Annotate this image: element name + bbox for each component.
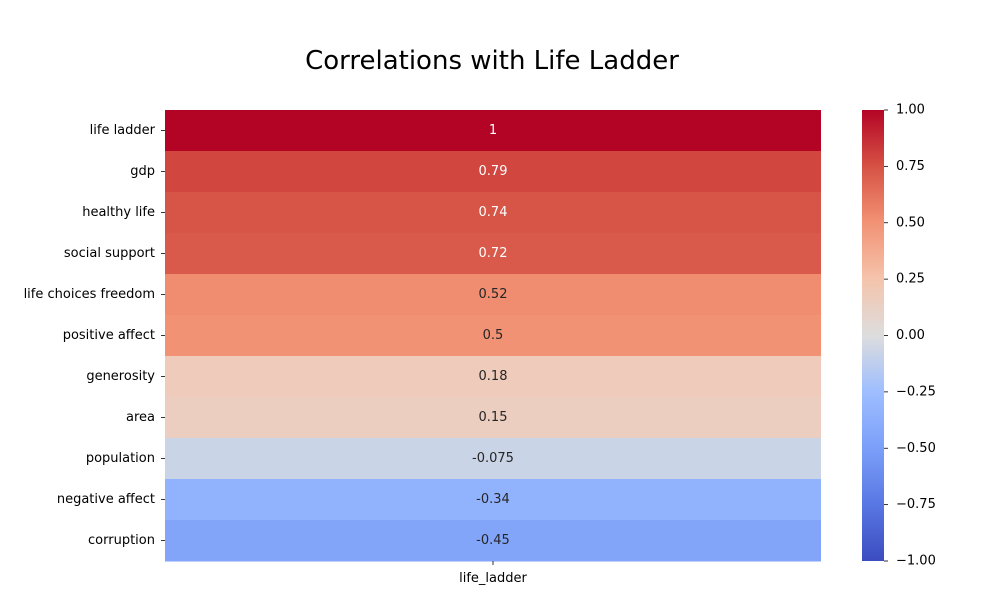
colorbar-tick-label: 1.00 (896, 103, 925, 118)
heatmap-cell (165, 438, 821, 480)
cell-value-label: -0.45 (476, 533, 510, 548)
colorbar-tick-label: 0.00 (896, 328, 925, 343)
row-labels: life ladder gdp healthy life social support… (24, 123, 165, 548)
row-tick-label: generosity (86, 369, 155, 384)
cell-value-label: 0.74 (479, 205, 508, 220)
row-tick-label: area (126, 410, 155, 425)
heatmap-cells: 1 0.79 0.74 0.72 0.52 0.5 0.18 0.15 -0.075 -0.34 -… (165, 110, 821, 562)
row-tick-label: healthy life (82, 205, 155, 220)
heatmap-cell (165, 233, 821, 275)
row-tick-label: corruption (88, 533, 155, 548)
heatmap-cell (165, 479, 821, 521)
row-tick-label: life choices freedom (24, 287, 155, 302)
cell-value-label: 1 (489, 123, 497, 138)
cell-value-label: 0.18 (479, 369, 508, 384)
colorbar: 1.00 0.75 0.50 0.25 0.00 −0.25 −0.50 −0.75 −1.00 (862, 103, 936, 569)
heatmap-cell (165, 397, 821, 439)
heatmap-cell (165, 151, 821, 193)
cell-value-label: 0.72 (479, 246, 508, 261)
row-tick-label: positive affect (63, 328, 155, 343)
cell-value-label: 0.79 (479, 164, 508, 179)
row-tick-label: population (86, 451, 155, 466)
colorbar-tick-label: 0.75 (896, 159, 925, 174)
row-tick-label: social support (64, 246, 155, 261)
heatmap-cell (165, 356, 821, 398)
row-tick-label: life ladder (90, 123, 156, 138)
column-labels: life_ladder (459, 561, 528, 586)
cell-value-label: 0.15 (479, 410, 508, 425)
row-tick-label: gdp (130, 164, 155, 179)
cell-value-label: -0.34 (476, 492, 510, 507)
column-tick-label: life_ladder (459, 571, 527, 586)
cell-value-label: -0.075 (472, 451, 514, 466)
colorbar-ticks: 1.00 0.75 0.50 0.25 0.00 −0.25 −0.50 −0.75 −1.00 (884, 103, 936, 569)
heatmap-cell (165, 520, 821, 562)
colorbar-tick-label: −0.50 (896, 441, 936, 456)
heatmap-cell (165, 110, 821, 152)
colorbar-tick-label: −0.75 (896, 497, 936, 512)
cell-value-label: 0.5 (483, 328, 504, 343)
heatmap-cell (165, 192, 821, 234)
chart-title: Correlations with Life Ladder (305, 46, 679, 76)
colorbar-tick-label: −0.25 (896, 384, 936, 399)
heatmap-cell (165, 315, 821, 357)
row-tick-label: negative affect (57, 492, 155, 507)
colorbar-gradient (862, 110, 884, 561)
colorbar-tick-label: 0.50 (896, 215, 925, 230)
heatmap-cell (165, 274, 821, 316)
colorbar-tick-label: −1.00 (896, 554, 936, 569)
colorbar-tick-label: 0.25 (896, 272, 925, 287)
cell-value-label: 0.52 (479, 287, 508, 302)
